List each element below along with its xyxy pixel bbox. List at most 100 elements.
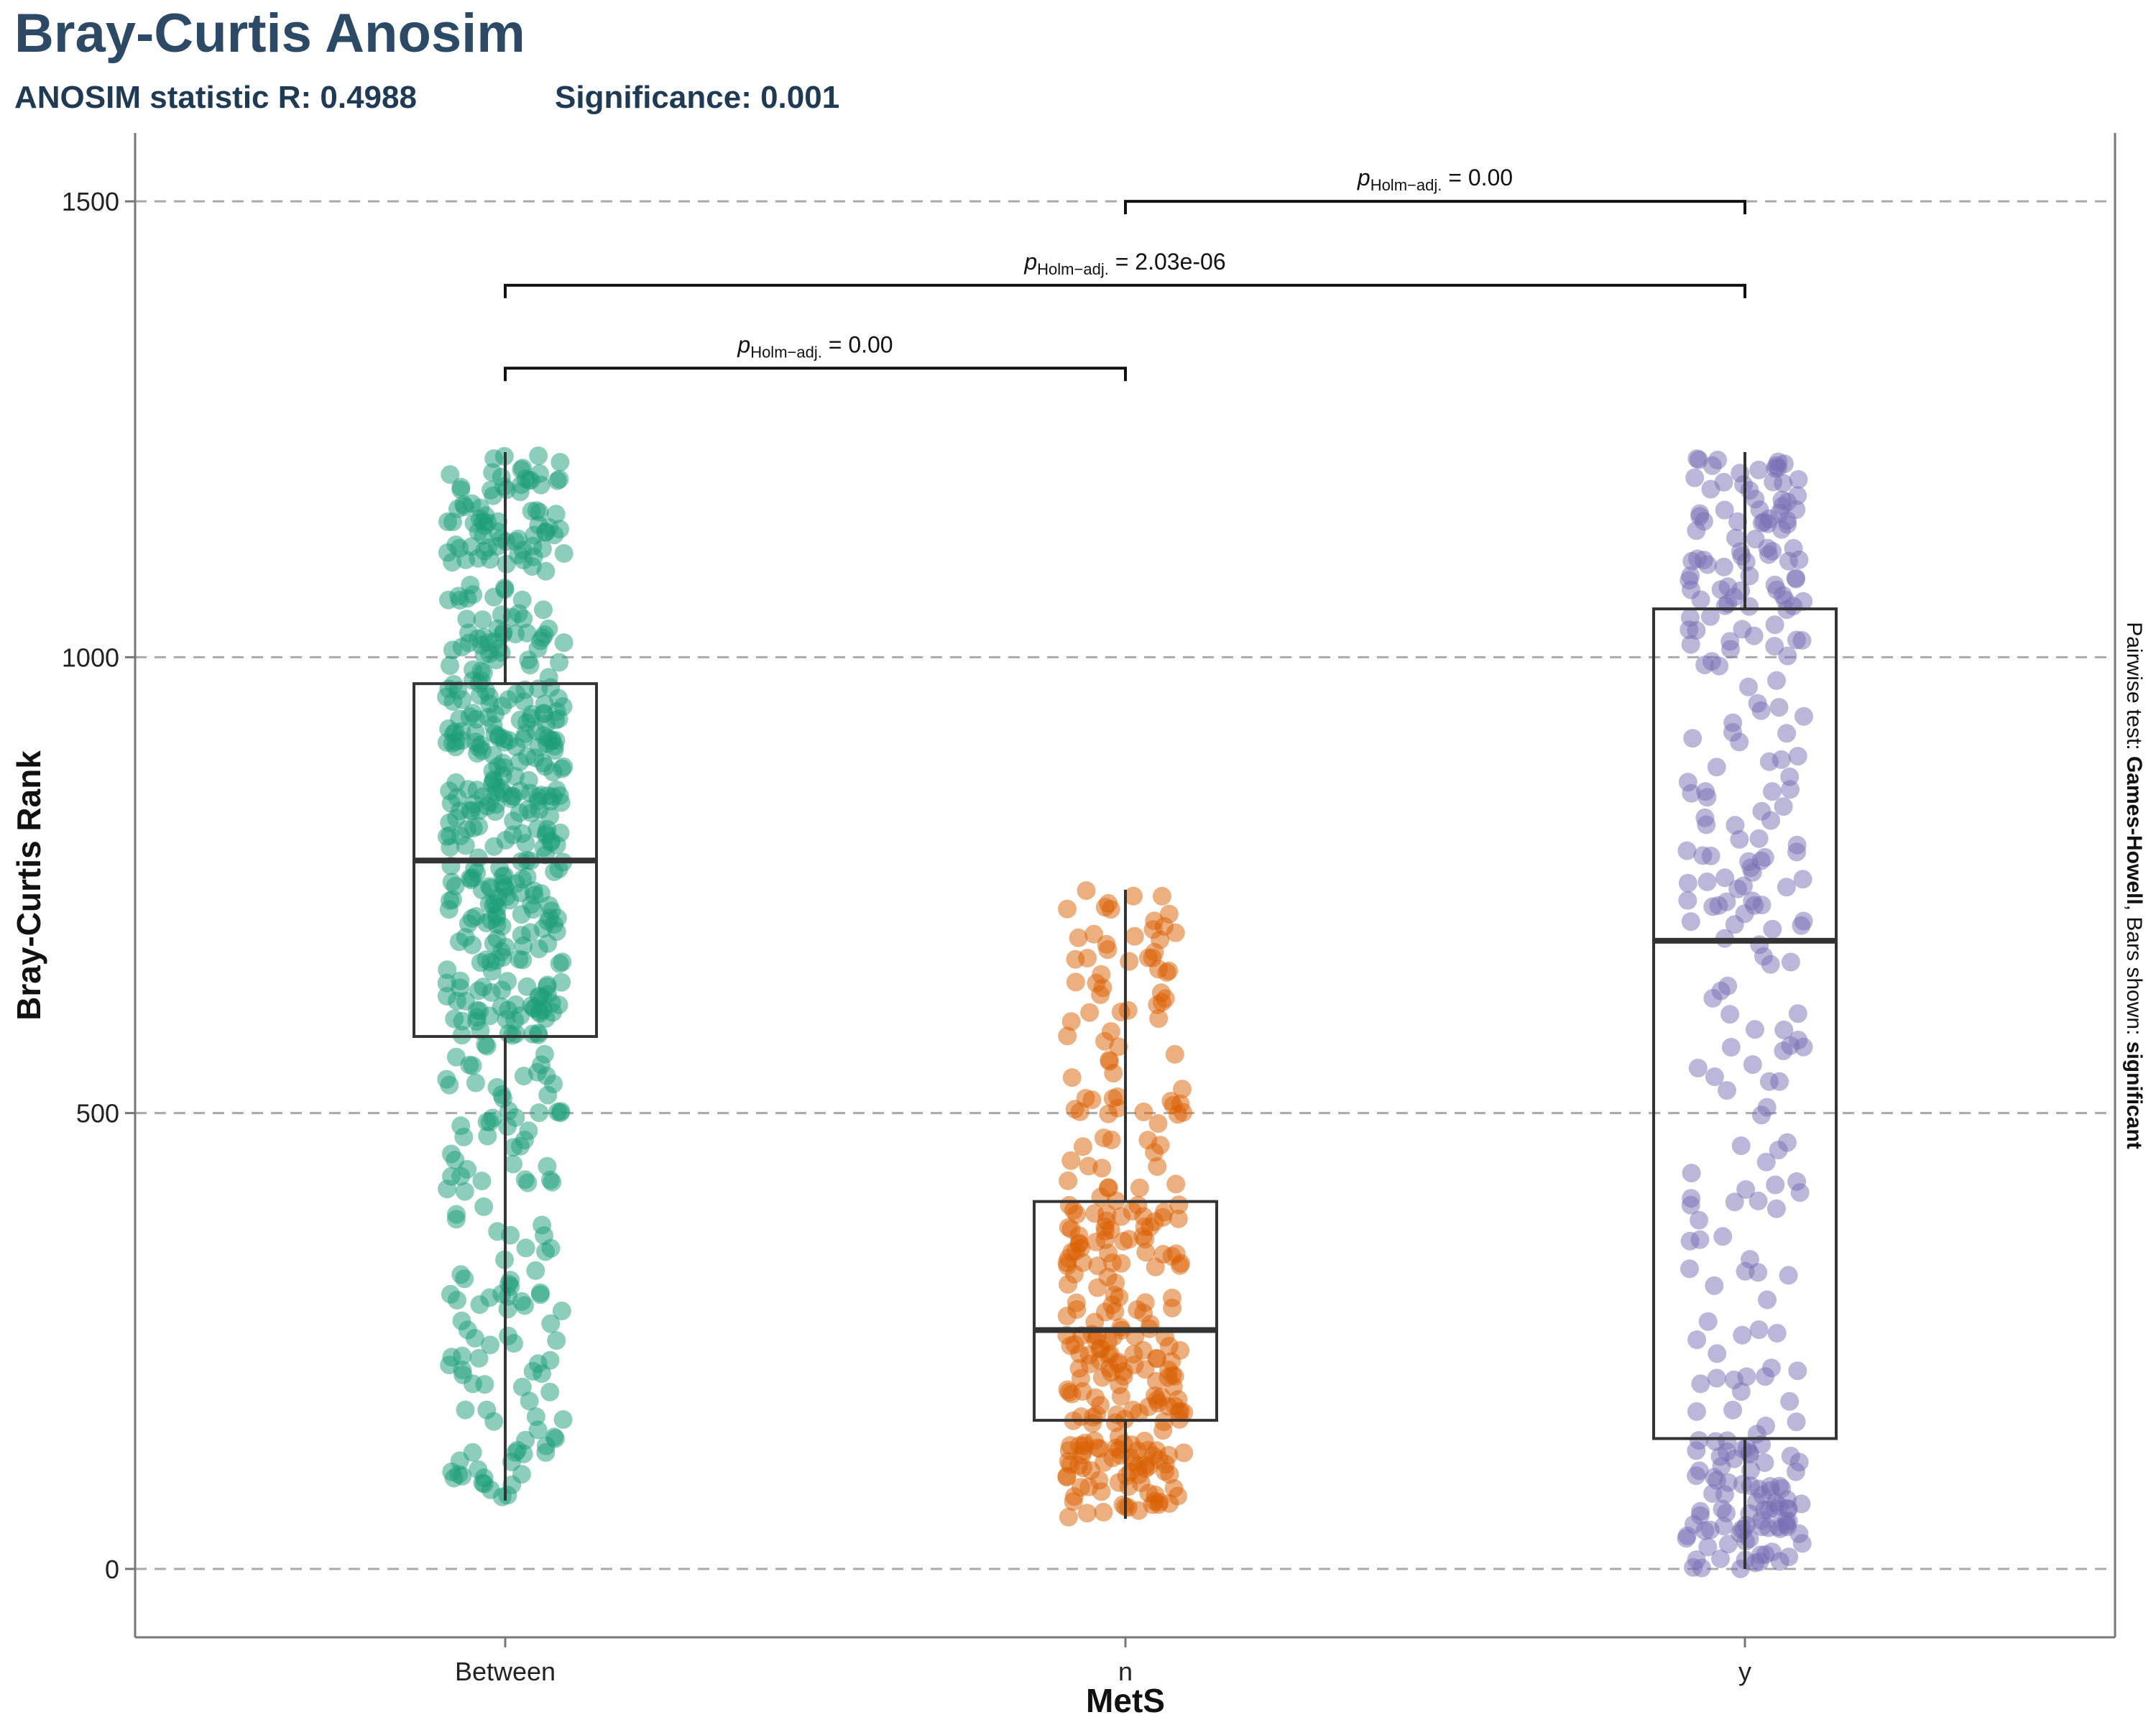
- data-point: [1763, 782, 1782, 801]
- data-point: [1102, 1295, 1122, 1315]
- data-point: [1160, 1465, 1179, 1484]
- data-point: [1705, 1276, 1724, 1295]
- data-point: [1733, 1325, 1752, 1345]
- data-point: [1148, 1157, 1167, 1176]
- data-point: [1062, 1068, 1082, 1087]
- data-point: [1689, 450, 1708, 469]
- data-point: [522, 895, 540, 914]
- data-point: [1718, 1473, 1738, 1492]
- data-point: [441, 656, 459, 676]
- data-point: [456, 991, 475, 1011]
- data-point: [1070, 1102, 1089, 1121]
- data-point: [484, 486, 503, 505]
- data-point: [1146, 1386, 1164, 1405]
- data-point: [469, 981, 488, 1000]
- data-point: [1687, 1441, 1706, 1460]
- data-point: [1718, 1431, 1737, 1450]
- data-point: [530, 502, 549, 522]
- data-point: [510, 949, 529, 969]
- data-point: [1695, 808, 1715, 827]
- chart-title: Bray-Curtis Anosim: [14, 3, 525, 64]
- data-point: [473, 610, 492, 630]
- data-point: [1160, 1494, 1179, 1513]
- data-point: [1749, 1263, 1768, 1282]
- data-point: [1687, 1330, 1707, 1349]
- data-point: [1720, 632, 1740, 651]
- data-point: [1073, 1137, 1092, 1156]
- data-point: [1789, 1031, 1808, 1049]
- data-point: [451, 971, 470, 990]
- data-point: [535, 1044, 554, 1064]
- data-point: [498, 1486, 517, 1505]
- data-point: [1101, 1022, 1120, 1041]
- data-point: [491, 778, 510, 798]
- data-point: [1173, 1080, 1192, 1099]
- data-point: [1758, 1290, 1777, 1310]
- data-point: [1789, 470, 1808, 489]
- data-point: [1108, 1098, 1128, 1118]
- data-point: [1697, 788, 1717, 807]
- data-point: [1725, 1449, 1744, 1468]
- data-point: [1749, 1320, 1769, 1339]
- data-point: [451, 480, 471, 500]
- data-point: [455, 1269, 474, 1289]
- data-point: [470, 686, 489, 705]
- data-point: [509, 604, 528, 623]
- data-point: [508, 1440, 527, 1460]
- data-point: [481, 1335, 499, 1355]
- data-point: [1707, 758, 1726, 777]
- data-point: [1171, 1340, 1190, 1360]
- data-point: [480, 1113, 499, 1132]
- boxplots: [413, 451, 1838, 1569]
- data-point: [454, 1127, 474, 1146]
- data-point: [1708, 1344, 1727, 1363]
- data-point: [437, 1070, 456, 1089]
- data-point: [469, 1348, 489, 1368]
- x-tick-label-y: y: [1738, 1657, 1751, 1686]
- data-point: [1681, 912, 1700, 932]
- data-point: [1787, 500, 1806, 519]
- data-point: [437, 687, 456, 707]
- data-point: [478, 1126, 497, 1146]
- pairwise-caption: Pairwise test: Games-Howell, Bars shown:…: [2122, 622, 2146, 1149]
- data-point: [1134, 1103, 1153, 1121]
- boxplot-y: [1652, 451, 1838, 1569]
- data-point: [1700, 607, 1720, 626]
- data-point: [1752, 1105, 1771, 1125]
- data-point: [1763, 919, 1782, 939]
- data-point: [1765, 575, 1784, 594]
- data-point: [1691, 590, 1710, 610]
- data-point: [1111, 1003, 1130, 1021]
- data-point: [463, 1056, 482, 1075]
- data-point: [461, 576, 480, 594]
- data-point: [1718, 1535, 1738, 1554]
- data-point: [459, 914, 478, 934]
- data-point: [1714, 472, 1733, 492]
- data-point: [499, 731, 519, 750]
- x-tick-label-Between: Between: [455, 1657, 556, 1686]
- data-point: [446, 1210, 466, 1229]
- data-point: [1163, 1298, 1182, 1317]
- data-point: [483, 463, 502, 482]
- data-point: [538, 1156, 557, 1176]
- data-point: [1146, 1485, 1165, 1504]
- data-point: [1792, 631, 1812, 650]
- data-point: [1064, 1492, 1083, 1512]
- data-point: [538, 820, 557, 839]
- data-point: [1154, 1202, 1174, 1222]
- data-point: [457, 610, 476, 629]
- data-point: [440, 813, 459, 832]
- data-point: [506, 1108, 525, 1127]
- data-point: [1166, 1174, 1186, 1194]
- data-point: [1124, 886, 1143, 906]
- data-point: [1759, 1500, 1779, 1519]
- data-point: [533, 753, 553, 773]
- anosim-statistic: ANOSIM statistic R: 0.4988: [14, 80, 417, 115]
- data-point: [1088, 1278, 1107, 1297]
- data-point: [1077, 881, 1096, 901]
- data-point: [1074, 1458, 1092, 1478]
- data-point: [1770, 1519, 1789, 1538]
- data-point: [440, 1356, 459, 1375]
- data-point: [511, 1136, 530, 1156]
- data-point: [1697, 872, 1717, 891]
